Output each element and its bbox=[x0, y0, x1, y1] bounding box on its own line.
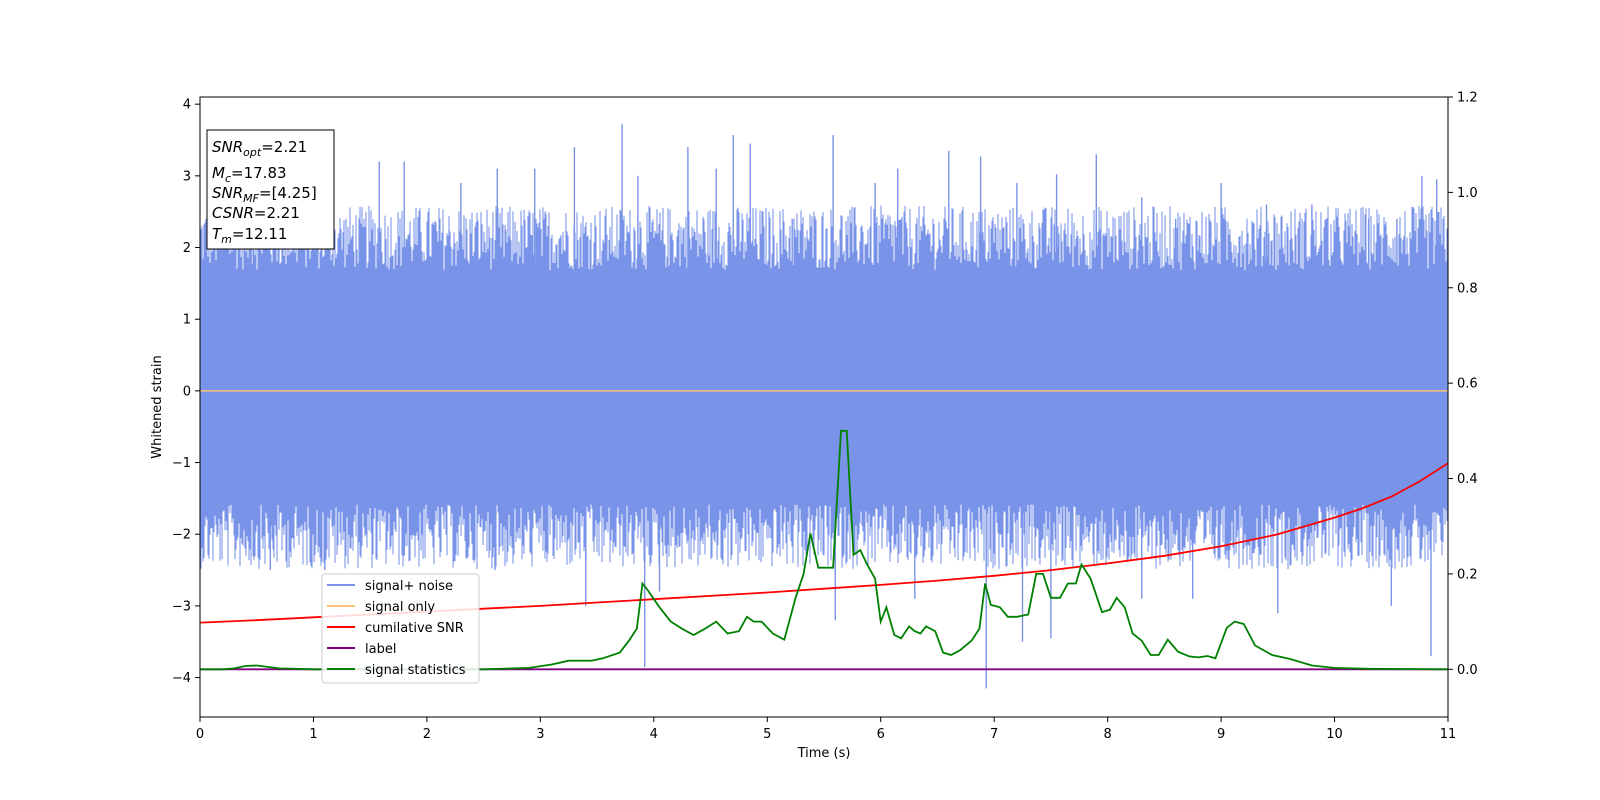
info-subscript: opt bbox=[243, 146, 262, 159]
info-box-frame bbox=[206, 129, 335, 250]
legend-label: signal only bbox=[365, 600, 435, 615]
y2-tick-label: 0.6 bbox=[1457, 377, 1478, 392]
legend-label: signal statistics bbox=[365, 663, 466, 678]
x-tick-label: 5 bbox=[763, 727, 771, 742]
x-tick-label: 7 bbox=[990, 727, 998, 742]
x-tick-label: 6 bbox=[877, 727, 885, 742]
x-axis-label: Time (s) bbox=[797, 746, 851, 761]
info-box: SNRopt=2.21Mc=17.83SNRMF=[4.25]CSNR=2.21… bbox=[206, 129, 335, 250]
y-tick-label: −3 bbox=[172, 599, 191, 614]
y2-tick-label: 0.8 bbox=[1457, 281, 1478, 296]
info-line: Tm=12.11 bbox=[212, 225, 287, 246]
y-tick-label: −4 bbox=[172, 671, 191, 686]
legend-label: label bbox=[365, 642, 396, 657]
y-tick-label: 3 bbox=[183, 169, 191, 184]
x-tick-label: 11 bbox=[1440, 727, 1457, 742]
x-tick-label: 8 bbox=[1103, 727, 1111, 742]
x-tick-label: 9 bbox=[1217, 727, 1225, 742]
y-tick-label: −1 bbox=[172, 456, 191, 471]
x-axis: 0 1 2 3 4 5 6 7 8 9 10 11 bbox=[196, 717, 1456, 742]
x-tick-label: 0 bbox=[196, 727, 204, 742]
info-subscript: m bbox=[221, 233, 232, 246]
y-tick-label: −2 bbox=[172, 528, 191, 543]
info-subscript: MF bbox=[243, 192, 259, 205]
y-tick-label: 4 bbox=[183, 98, 191, 113]
info-line: CSNR=2.21 bbox=[212, 204, 300, 222]
info-line: SNRopt=2.21 bbox=[212, 138, 307, 159]
y2-tick-label: 0.2 bbox=[1457, 567, 1478, 582]
signal-statistics-line bbox=[200, 429, 1449, 671]
info-symbol: M bbox=[212, 164, 225, 182]
info-line: Mc=17.83 bbox=[212, 164, 287, 185]
info-symbol: SNR bbox=[212, 184, 243, 202]
y-axis-right: 0.0 0.2 0.4 0.6 0.8 1.0 1.2 bbox=[1448, 91, 1478, 678]
x-tick-label: 3 bbox=[536, 727, 544, 742]
x-tick-label: 2 bbox=[423, 727, 431, 742]
y-tick-label: 0 bbox=[183, 384, 191, 399]
y-axis-left: −4 −3 −2 −1 0 1 2 3 4 bbox=[172, 98, 200, 686]
legend-label: cumilative SNR bbox=[365, 621, 464, 636]
y-tick-label: 1 bbox=[183, 313, 191, 328]
y-axis-label: Whitened strain bbox=[150, 355, 165, 458]
info-value: =2.21 bbox=[261, 138, 307, 156]
info-value: =12.11 bbox=[232, 225, 288, 243]
y-tick-label: 2 bbox=[183, 241, 191, 256]
info-value: =[4.25] bbox=[259, 184, 317, 202]
info-symbol: SNR bbox=[212, 138, 243, 156]
y2-tick-label: 1.0 bbox=[1457, 186, 1478, 201]
x-tick-label: 10 bbox=[1326, 727, 1343, 742]
y2-tick-label: 0.4 bbox=[1457, 472, 1478, 487]
info-symbol: CSNR bbox=[212, 204, 254, 222]
plot-frame bbox=[199, 96, 1449, 718]
info-line: SNRMF=[4.25] bbox=[212, 184, 317, 205]
legend-label: signal+ noise bbox=[365, 579, 453, 594]
info-symbol: T bbox=[212, 225, 223, 243]
x-tick-label: 1 bbox=[309, 727, 317, 742]
legend: signal+ noise signal only cumilative SNR la… bbox=[321, 573, 480, 684]
legend-frame bbox=[321, 573, 480, 684]
info-value: =17.83 bbox=[231, 164, 287, 182]
x-tick-label: 4 bbox=[650, 727, 658, 742]
info-value: =2.21 bbox=[254, 204, 300, 222]
y2-tick-label: 0.0 bbox=[1457, 663, 1478, 678]
noise-spike-layer bbox=[250, 124, 1438, 689]
info-subscript: c bbox=[225, 172, 231, 185]
y2-tick-label: 1.2 bbox=[1457, 91, 1478, 106]
